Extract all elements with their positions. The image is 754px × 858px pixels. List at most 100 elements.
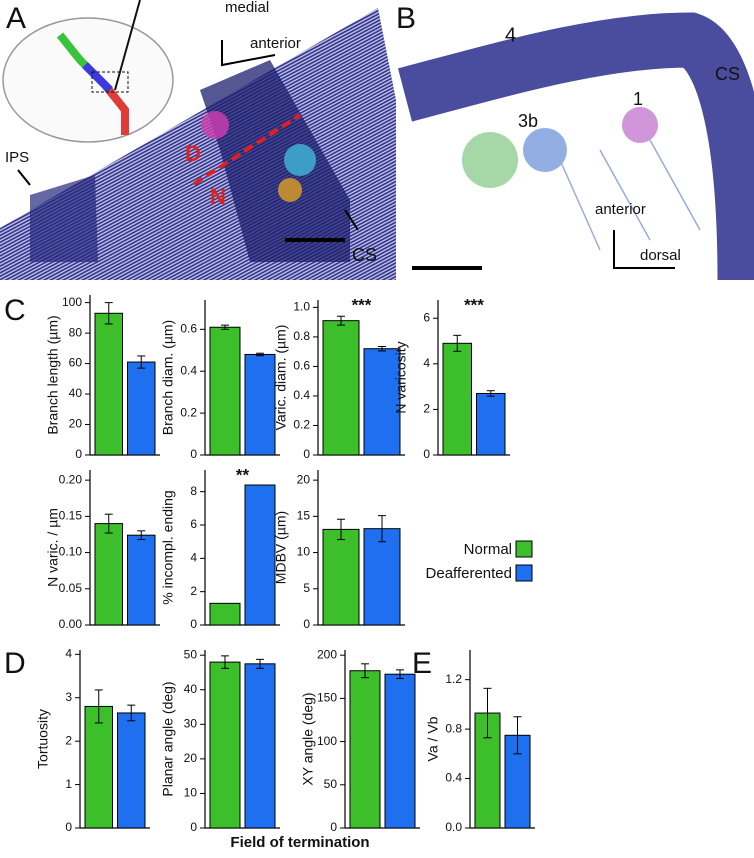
y-axis-label: Branch diam. (µm) [160,320,176,435]
y-tick-label: 80 [69,325,83,339]
y-tick-label: 3 [65,690,72,704]
y-tick-label: 4 [423,356,430,370]
error-bar [453,334,462,352]
y-tick-label: 0.15 [59,509,83,523]
x-axis-label: Field of termination [230,834,369,851]
legend-label: Normal [464,541,512,558]
y-tick-label: 6 [190,517,197,531]
bar [209,602,241,626]
image-label: anterior [250,35,301,52]
y-tick-label: 100 [62,295,82,309]
bar [94,312,123,456]
bar [476,392,506,456]
y-tick-label: 1.2 [445,672,462,686]
y-tick-label: 50 [324,777,338,791]
y-axis-label: Planar angle (deg) [160,681,176,796]
y-tick-label: 0.00 [59,617,83,631]
y-axis-label: Branch length (µm) [45,315,61,434]
y-tick-label: 0 [190,447,197,461]
bar [209,326,241,456]
panel-label: A [6,2,26,35]
error-bar [378,346,386,352]
y-tick-label: 100 [317,734,337,748]
error-bar [127,704,136,722]
legend-label: Deafferented [426,565,512,582]
bar [384,673,416,829]
y-axis-label: % incompl. ending [160,490,176,604]
image-label: IPS [5,149,29,166]
error-bar [361,663,369,679]
y-tick-label: 0 [190,617,197,631]
y-axis-label: MDBV (µm) [273,511,289,584]
error-bar [137,355,146,369]
bar [117,712,146,829]
y-tick-label: 60 [69,356,83,370]
y-tick-label: 4 [65,647,72,661]
y-tick-label: 1 [65,777,72,791]
error-bar [221,324,229,330]
y-tick-label: 0.4 [293,388,310,402]
y-axis-label: XY angle (deg) [300,692,316,785]
y-tick-label: 0.6 [180,321,197,335]
error-bar [104,513,113,534]
y-tick-label: 0.2 [293,418,310,432]
image-label: 4 [505,24,516,46]
y-tick-label: 150 [317,691,337,705]
y-tick-label: 30 [184,716,198,730]
y-tick-label: 0.10 [59,545,83,559]
image-label: 3b [518,111,538,131]
legend-swatch [515,540,533,558]
error-bar [94,689,103,724]
y-tick-label: 20 [69,417,83,431]
y-tick-label: 0.2 [180,405,197,419]
error-bar [378,515,386,543]
error-bar [256,352,264,357]
y-tick-label: 0 [65,820,72,834]
y-tick-label: 40 [184,682,198,696]
bar [244,484,276,626]
bar [244,353,276,456]
y-tick-label: 15 [297,509,311,523]
y-tick-label: 20 [184,751,198,765]
legend-swatch [515,564,533,582]
bar [94,523,123,626]
y-tick-label: 0.05 [59,581,83,595]
bar [84,705,113,829]
y-tick-label: 0 [75,447,82,461]
image-label: CS [715,64,740,84]
y-tick-label: 0.4 [180,363,197,377]
y-tick-label: 0.20 [59,472,83,486]
panel-label: B [396,2,416,35]
y-tick-label: 0.0 [445,820,462,834]
image-label: CS [352,245,377,265]
y-axis-label: N varic. / µm [45,508,61,587]
bar [127,534,156,626]
y-tick-label: 0.8 [293,329,310,343]
significance: *** [464,295,484,314]
y-tick-label: 4 [190,551,197,565]
y-tick-label: 8 [190,484,197,498]
error-bar [337,315,345,326]
bar [322,528,360,626]
y-axis-label: Varic. diam. (µm) [273,325,289,431]
image-label: D [185,141,201,166]
y-tick-label: 1.0 [293,300,310,314]
y-tick-label: 50 [184,647,198,661]
image-label: medial [225,0,269,16]
bar [363,528,401,626]
bar [349,670,381,829]
y-tick-label: 5 [303,581,310,595]
y-tick-label: 10 [184,786,198,800]
image-label: 1 [633,89,643,109]
error-bar [396,669,404,680]
panel-b-image [398,0,754,281]
error-bar [513,716,522,755]
y-axis-label: Va / Vb [425,716,441,761]
image-label: dorsal [640,247,681,264]
error-bar [256,658,264,669]
error-bar [104,302,113,325]
bar [127,361,156,456]
panel-label: E [412,647,432,680]
image-label: N [210,184,226,209]
